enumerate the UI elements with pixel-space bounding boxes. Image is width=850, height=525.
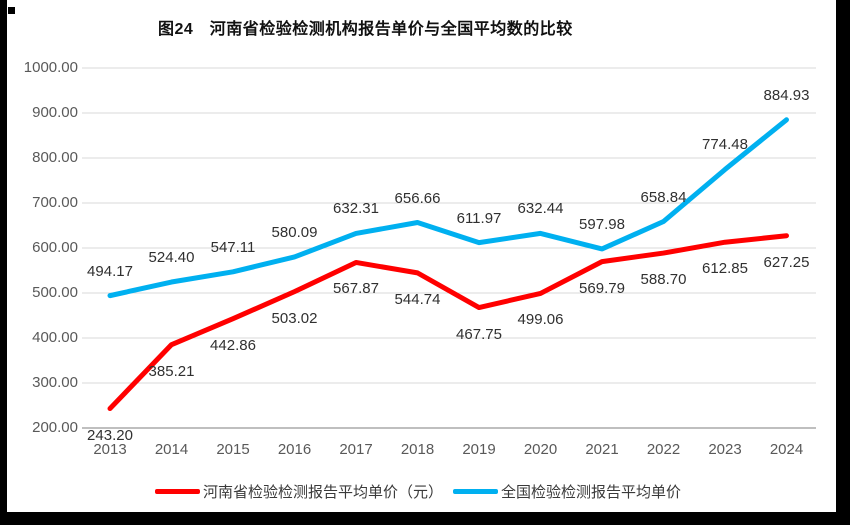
- x-axis-label: 2013: [93, 441, 127, 458]
- data-label: 524.40: [148, 249, 195, 267]
- data-label: 580.09: [271, 223, 318, 241]
- data-label: 243.20: [87, 426, 133, 444]
- data-label: 656.66: [394, 189, 441, 207]
- x-axis-label: 2020: [523, 441, 558, 458]
- legend-label: 全国检验检测报告平均单价: [501, 484, 682, 501]
- frame-edge-right: [836, 0, 850, 525]
- y-axis-label: 800.00: [32, 149, 78, 166]
- x-axis-label: 2015: [216, 441, 250, 458]
- frame-edge-left: [0, 0, 7, 525]
- x-axis-label: 2022: [646, 441, 681, 458]
- y-axis-label: 400.00: [32, 329, 78, 346]
- data-label: 611.97: [456, 209, 502, 227]
- y-axis-label: 1000.00: [23, 59, 78, 76]
- data-label: 385.21: [148, 362, 195, 380]
- data-label: 597.98: [579, 215, 625, 233]
- data-label: 442.86: [210, 336, 256, 354]
- x-axis-label: 2024: [769, 441, 804, 458]
- data-label: 503.02: [271, 309, 318, 327]
- data-label: 632.31: [333, 200, 379, 218]
- y-axis-label: 200.00: [32, 419, 78, 436]
- y-axis-label: 600.00: [32, 239, 78, 256]
- data-label: 569.79: [579, 279, 625, 297]
- legend-line-swatch: [154, 489, 200, 494]
- data-label: 567.87: [333, 280, 379, 298]
- y-axis-label: 700.00: [32, 194, 78, 211]
- x-axis-label: 2016: [277, 441, 312, 458]
- series-line-0: [107, 233, 789, 412]
- series-line-1: [107, 117, 789, 299]
- chart-title: 图24 河南省检验检测机构报告单价与全国平均数的比较: [158, 21, 573, 38]
- legend-line-swatch: [453, 489, 498, 494]
- data-label: 494.17: [87, 262, 133, 280]
- frame-corner-mark: [8, 7, 15, 14]
- legend-label: 河南省检验检测报告平均单价（元）: [202, 484, 443, 501]
- data-label: 612.85: [702, 260, 748, 278]
- data-label: 547.11: [210, 238, 256, 256]
- x-axis-label: 2019: [462, 441, 496, 458]
- x-axis-label: 2023: [708, 441, 742, 458]
- data-label: 467.75: [456, 325, 502, 343]
- frame-edge-bottom: [0, 512, 850, 525]
- y-axis-label: 900.00: [32, 104, 78, 121]
- data-label: 544.74: [394, 290, 441, 308]
- legend-item-0: 河南省检验检测报告平均单价（元）: [154, 481, 443, 502]
- legend-item-1: 全国检验检测报告平均单价: [453, 481, 681, 502]
- data-label: 499.06: [517, 311, 564, 329]
- y-axis-label: 500.00: [32, 284, 78, 301]
- y-axis-label: 300.00: [32, 374, 78, 391]
- x-axis-label: 2017: [339, 441, 373, 458]
- chart-legend: 河南省检验检测报告平均单价（元） 全国检验检测报告平均单价: [0, 481, 836, 502]
- x-axis-label: 2018: [400, 441, 435, 458]
- data-label: 627.25: [763, 253, 810, 271]
- x-axis-label: 2021: [585, 441, 619, 458]
- data-label: 774.48: [702, 136, 748, 154]
- data-label: 588.70: [640, 271, 687, 289]
- data-label: 632.44: [517, 200, 564, 218]
- data-label: 884.93: [763, 86, 810, 104]
- data-label: 658.84: [640, 188, 687, 206]
- x-axis-label: 2014: [154, 441, 189, 458]
